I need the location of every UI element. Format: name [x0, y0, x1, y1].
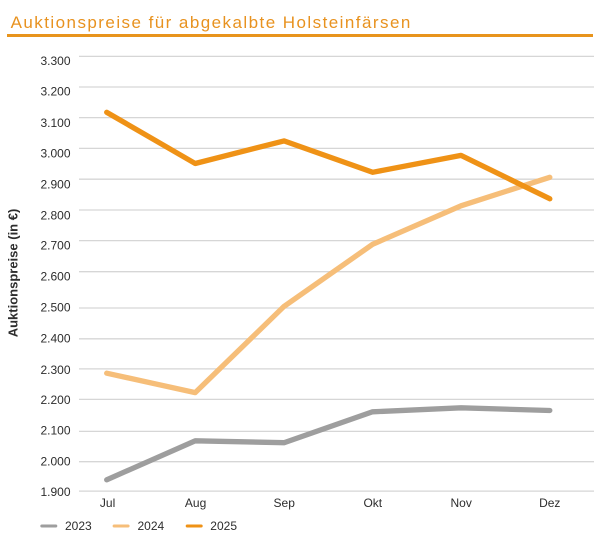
- svg-text:3.200: 3.200: [40, 84, 70, 98]
- svg-text:Jul: Jul: [100, 496, 115, 510]
- svg-text:3.100: 3.100: [40, 116, 70, 130]
- svg-text:2024: 2024: [138, 519, 165, 533]
- svg-text:2.200: 2.200: [40, 393, 70, 407]
- svg-text:2.500: 2.500: [40, 301, 70, 315]
- svg-text:Okt: Okt: [363, 496, 382, 510]
- svg-text:2.900: 2.900: [40, 178, 70, 192]
- svg-text:2.300: 2.300: [40, 363, 70, 377]
- svg-text:3.000: 3.000: [40, 147, 70, 161]
- svg-text:2023: 2023: [65, 519, 92, 533]
- svg-text:2.000: 2.000: [40, 454, 70, 468]
- svg-text:Nov: Nov: [451, 496, 472, 510]
- svg-text:Sep: Sep: [274, 496, 296, 510]
- svg-text:Dez: Dez: [539, 496, 560, 510]
- svg-text:2.100: 2.100: [40, 424, 70, 438]
- svg-text:2025: 2025: [210, 519, 237, 533]
- svg-text:2.700: 2.700: [40, 238, 70, 252]
- svg-text:1.900: 1.900: [40, 485, 70, 499]
- svg-text:2.800: 2.800: [40, 209, 70, 223]
- svg-text:2.400: 2.400: [40, 331, 70, 345]
- svg-text:Auktionspreise (in €): Auktionspreise (in €): [5, 209, 20, 338]
- svg-text:2.600: 2.600: [40, 270, 70, 284]
- svg-text:3.300: 3.300: [40, 54, 70, 68]
- svg-text:Aug: Aug: [185, 496, 206, 510]
